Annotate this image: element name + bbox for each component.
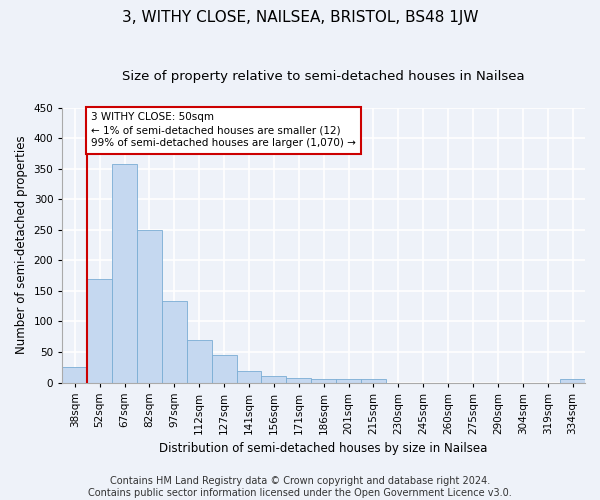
Bar	[112, 164, 137, 382]
Bar	[311, 379, 336, 382]
Y-axis label: Number of semi-detached properties: Number of semi-detached properties	[15, 136, 28, 354]
Bar	[187, 340, 212, 382]
Text: 3 WITHY CLOSE: 50sqm
← 1% of semi-detached houses are smaller (12)
99% of semi-d: 3 WITHY CLOSE: 50sqm ← 1% of semi-detach…	[91, 112, 356, 148]
Bar	[336, 379, 361, 382]
Bar	[62, 368, 87, 382]
Text: 3, WITHY CLOSE, NAILSEA, BRISTOL, BS48 1JW: 3, WITHY CLOSE, NAILSEA, BRISTOL, BS48 1…	[122, 10, 478, 25]
Bar	[560, 380, 585, 382]
Bar	[262, 376, 286, 382]
Bar	[236, 371, 262, 382]
Bar	[162, 302, 187, 382]
Bar	[212, 355, 236, 382]
Bar	[361, 380, 386, 382]
X-axis label: Distribution of semi-detached houses by size in Nailsea: Distribution of semi-detached houses by …	[160, 442, 488, 455]
Text: Contains HM Land Registry data © Crown copyright and database right 2024.
Contai: Contains HM Land Registry data © Crown c…	[88, 476, 512, 498]
Bar	[87, 278, 112, 382]
Bar	[137, 230, 162, 382]
Title: Size of property relative to semi-detached houses in Nailsea: Size of property relative to semi-detach…	[122, 70, 525, 83]
Bar	[286, 378, 311, 382]
